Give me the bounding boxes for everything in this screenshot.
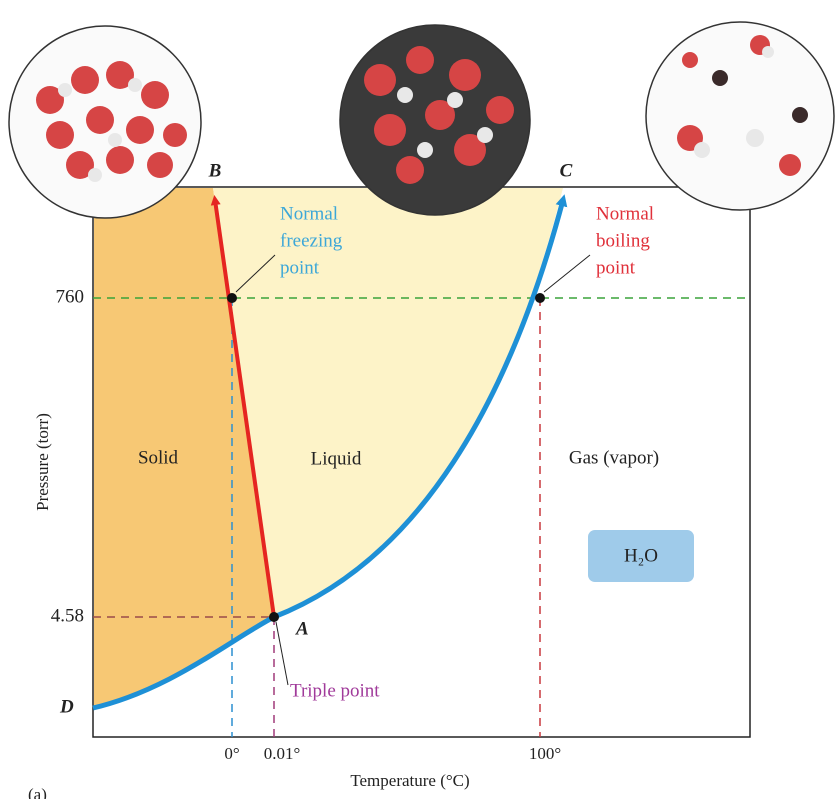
point-label: C — [560, 160, 573, 181]
region-label: Solid — [138, 447, 179, 468]
point-label: D — [59, 696, 74, 717]
x-axis-title: Temperature (°C) — [350, 771, 469, 790]
freezing-point — [227, 293, 237, 303]
substance: H₂O — [624, 545, 658, 566]
point-label: B — [208, 160, 222, 181]
freezing-label: point — [280, 257, 320, 278]
boiling-point — [535, 293, 545, 303]
x-tick-label: 0° — [224, 744, 239, 763]
y-axis-title: Pressure (torr) — [33, 413, 52, 511]
triple-label: Triple point — [290, 680, 380, 701]
boiling-label: Normal — [596, 203, 654, 224]
phase-diagram: H₂O B C A D Normal freezing point Normal… — [0, 0, 836, 799]
x-tick-label: 0.01° — [264, 744, 301, 763]
freezing-label: freezing — [280, 230, 343, 251]
x-tick-label: 100° — [529, 744, 561, 763]
region-label: Gas (vapor) — [569, 447, 659, 468]
boiling-label: boiling — [596, 230, 650, 251]
y-tick-label: 4.58 — [51, 605, 84, 626]
freezing-label: Normal — [280, 203, 338, 224]
region-label: Liquid — [311, 448, 362, 469]
boiling-label: point — [596, 257, 636, 278]
point-label: A — [295, 618, 309, 639]
molecule-views — [9, 22, 834, 218]
triple-point — [269, 612, 279, 622]
y-tick-label: 760 — [56, 286, 85, 307]
caption: (a) — [28, 785, 47, 799]
